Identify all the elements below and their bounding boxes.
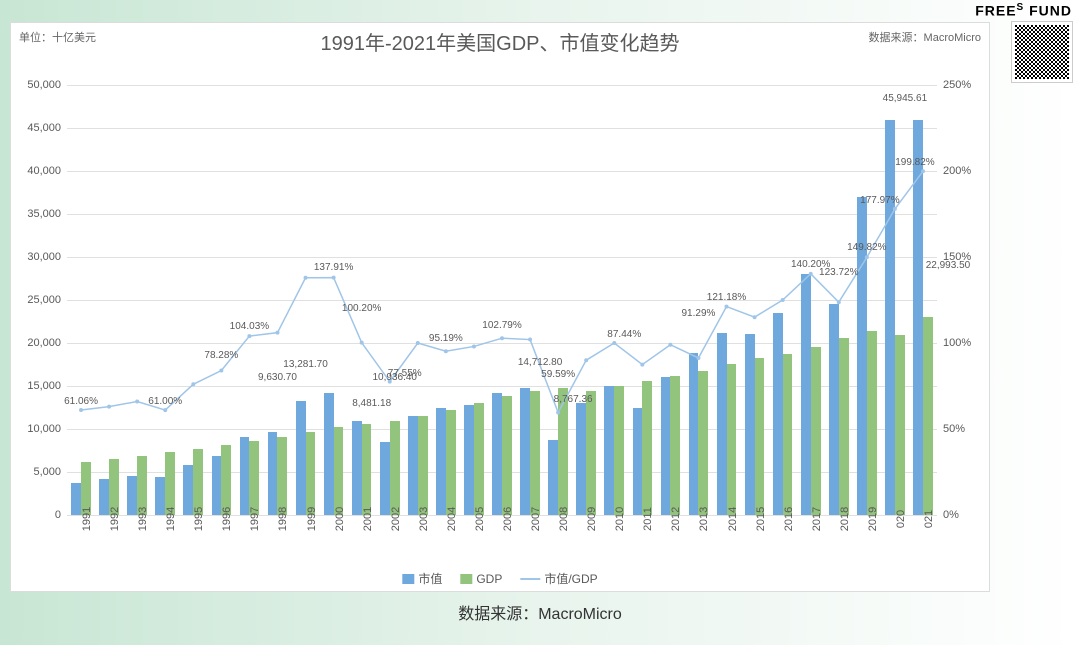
data-label: 87.44%: [607, 329, 641, 340]
legend-item: 市值/GDP: [520, 570, 597, 587]
legend-label: GDP: [476, 572, 502, 586]
data-label: 22,993.50: [926, 260, 971, 271]
y-right-tick: 100%: [937, 337, 971, 349]
data-label: 13,281.70: [283, 359, 328, 370]
data-label: 100.20%: [342, 303, 381, 314]
data-label: 8,767.36: [554, 394, 593, 405]
y-left-tick: 50,000: [27, 79, 67, 91]
data-label: 77.55%: [388, 368, 422, 379]
y-left-tick: 0: [55, 509, 67, 521]
source-label: 数据来源：MacroMicro: [869, 29, 981, 45]
data-label: 9,630.70: [258, 372, 297, 383]
data-label: 45,945.61: [883, 93, 928, 104]
data-label: 78.28%: [204, 350, 238, 361]
data-label: 8,481.18: [352, 398, 391, 409]
y-right-tick: 0%: [937, 509, 959, 521]
y-right-tick: 200%: [937, 165, 971, 177]
legend-item: 市值: [402, 570, 442, 587]
qr-code: [1012, 22, 1072, 82]
data-label: 137.91%: [314, 262, 353, 273]
footer-source: 数据来源：MacroMicro: [458, 600, 622, 624]
y-right-tick: 50%: [937, 423, 965, 435]
chart-frame: 单位：十亿美元 1991年-2021年美国GDP、市值变化趋势 数据来源：Mac…: [10, 22, 990, 592]
data-label: 199.82%: [895, 157, 934, 168]
data-label: 149.82%: [847, 242, 886, 253]
legend-label: 市值: [418, 570, 442, 587]
data-label: 104.03%: [230, 321, 269, 332]
y-left-tick: 35,000: [27, 208, 67, 220]
y-left-tick: 40,000: [27, 165, 67, 177]
legend-swatch: [402, 574, 414, 584]
plot-area: 05,00010,00015,00020,00025,00030,00035,0…: [67, 85, 937, 515]
data-label: 14,712.80: [518, 357, 563, 368]
data-label: 61.06%: [64, 396, 98, 407]
data-label: 95.19%: [429, 333, 463, 344]
y-left-tick: 10,000: [27, 423, 67, 435]
legend-swatch: [460, 574, 472, 584]
y-right-tick: 250%: [937, 79, 971, 91]
line-series: [67, 85, 937, 515]
legend-item: GDP: [460, 572, 502, 586]
data-label: 61.00%: [148, 396, 182, 407]
data-label: 121.18%: [707, 292, 746, 303]
legend-swatch: [520, 578, 540, 580]
legend: 市值 GDP 市值/GDP: [402, 570, 597, 587]
y-left-tick: 30,000: [27, 251, 67, 263]
data-label: 102.79%: [482, 320, 521, 331]
y-left-tick: 15,000: [27, 380, 67, 392]
data-label: 59.59%: [541, 369, 575, 380]
y-left-tick: 5,000: [33, 466, 67, 478]
y-left-tick: 25,000: [27, 294, 67, 306]
data-label: 91.29%: [681, 308, 715, 319]
y-left-tick: 20,000: [27, 337, 67, 349]
watermark-logo: FREES FUND: [975, 2, 1072, 19]
chart-title: 1991年-2021年美国GDP、市值变化趋势: [321, 27, 680, 56]
y-left-tick: 45,000: [27, 122, 67, 134]
legend-label: 市值/GDP: [544, 570, 597, 587]
unit-label: 单位：十亿美元: [19, 29, 96, 45]
data-label: 177.97%: [860, 195, 899, 206]
data-label: 123.72%: [819, 267, 858, 278]
